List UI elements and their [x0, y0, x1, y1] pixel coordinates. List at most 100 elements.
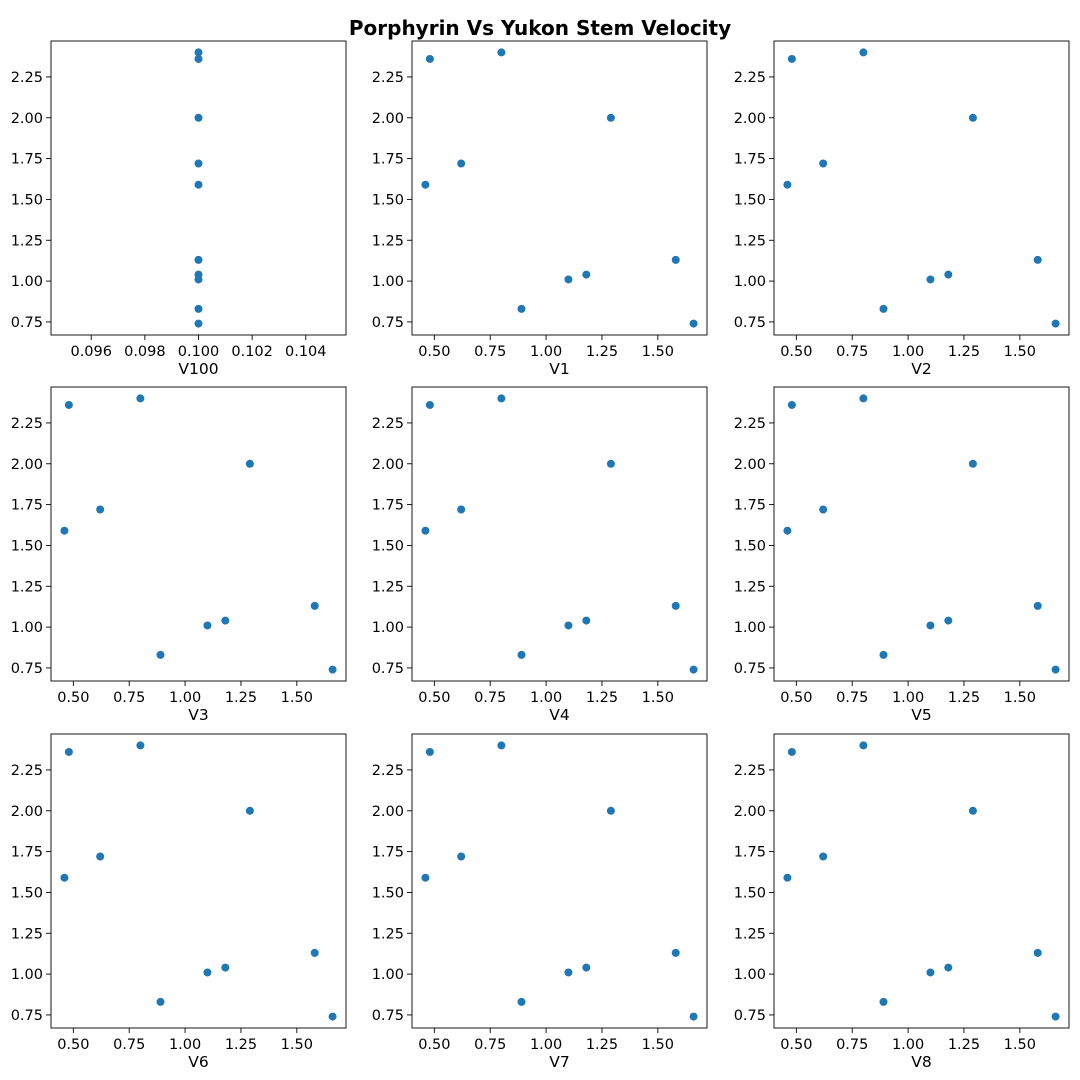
y-tick-label-v8: 1.75: [734, 845, 766, 861]
data-point-v4: [421, 526, 430, 535]
data-point-v3: [136, 394, 145, 403]
data-point-v1: [457, 159, 466, 168]
y-tick-label-v5: 0.75: [734, 661, 766, 677]
y-tick-label-v7: 1.00: [372, 967, 404, 983]
data-point-v100: [194, 48, 203, 57]
y-tick-label-v100: 2.25: [11, 70, 43, 86]
y-tick-label-v8: 2.00: [734, 804, 766, 820]
plot-frame-v2: [773, 40, 1070, 336]
x-tick-label-v3: 1.50: [281, 690, 313, 706]
data-point-v5: [859, 394, 868, 403]
data-point-v7: [497, 741, 506, 750]
data-point-v8: [968, 806, 977, 815]
data-point-v2: [879, 304, 888, 313]
x-tick-label-v5: 1.50: [1004, 690, 1036, 706]
data-point-v6: [221, 963, 230, 972]
data-point-v2: [1051, 319, 1060, 328]
data-point-v2: [859, 48, 868, 57]
x-tick-label-v4: 0.50: [418, 690, 450, 706]
y-tick-label-v100: 1.75: [11, 152, 43, 168]
data-point-v2: [787, 54, 796, 63]
x-tick-label-v100: 0.100: [178, 344, 220, 360]
data-point-v4: [689, 665, 698, 674]
data-point-v2: [819, 159, 828, 168]
data-point-v7: [606, 806, 615, 815]
x-tick-label-v7: 1.50: [642, 1037, 674, 1053]
data-point-v100: [194, 319, 203, 328]
data-point-v5: [783, 526, 792, 535]
y-tick-label-v5: 1.75: [734, 498, 766, 514]
data-point-v3: [245, 459, 254, 468]
y-tick-label-v3: 2.00: [11, 457, 43, 473]
data-point-v4: [517, 650, 526, 659]
x-tick-label-v2: 0.75: [836, 344, 868, 360]
y-tick-label-v3: 0.75: [11, 661, 43, 677]
x-tick-label-v7: 1.25: [586, 1037, 618, 1053]
x-tick-label-v3: 1.00: [169, 690, 201, 706]
data-point-v5: [968, 459, 977, 468]
y-tick-label-v6: 1.25: [11, 926, 43, 942]
x-tick-label-v2: 0.50: [780, 344, 812, 360]
data-point-v8: [926, 968, 935, 977]
data-point-v7: [564, 968, 573, 977]
y-tick-label-v4: 2.25: [372, 416, 404, 432]
plot-frame-v1: [411, 40, 708, 336]
data-point-v3: [156, 650, 165, 659]
data-point-v100: [194, 113, 203, 122]
data-point-v4: [457, 505, 466, 514]
data-point-v6: [203, 968, 212, 977]
data-point-v1: [564, 275, 573, 284]
y-tick-label-v7: 0.75: [372, 1008, 404, 1024]
x-axis-label-v4: V4: [549, 706, 569, 724]
x-tick-label-v5: 1.25: [948, 690, 980, 706]
y-tick-label-v8: 1.25: [734, 926, 766, 942]
y-tick-label-v100: 2.00: [11, 111, 43, 127]
x-tick-label-v100: 0.104: [285, 344, 327, 360]
y-tick-label-v7: 1.75: [372, 845, 404, 861]
data-point-v5: [1033, 601, 1042, 610]
figure-title: Porphyrin Vs Yukon Stem Velocity: [348, 16, 732, 40]
y-tick-label-v1: 1.50: [372, 192, 404, 208]
x-tick-label-v4: 0.75: [474, 690, 506, 706]
y-tick-label-v2: 1.50: [734, 192, 766, 208]
x-tick-label-v8: 1.50: [1004, 1037, 1036, 1053]
y-tick-label-v1: 1.25: [372, 233, 404, 249]
data-point-v6: [60, 873, 69, 882]
y-tick-label-v7: 1.50: [372, 885, 404, 901]
data-point-v1: [425, 54, 434, 63]
x-tick-label-v7: 0.50: [418, 1037, 450, 1053]
y-tick-label-v5: 1.25: [734, 579, 766, 595]
x-tick-label-v100: 0.102: [231, 344, 273, 360]
y-tick-label-v7: 2.00: [372, 804, 404, 820]
y-tick-label-v6: 2.00: [11, 804, 43, 820]
plot-frame-v7: [411, 733, 708, 1029]
x-tick-label-v2: 1.25: [948, 344, 980, 360]
data-point-v4: [582, 616, 591, 625]
y-tick-label-v2: 2.25: [734, 70, 766, 86]
x-tick-label-v1: 0.50: [418, 344, 450, 360]
x-tick-label-v7: 1.00: [530, 1037, 562, 1053]
plot-frame-v6: [50, 733, 347, 1029]
data-point-v7: [689, 1012, 698, 1021]
y-tick-label-v5: 1.00: [734, 620, 766, 636]
data-point-v1: [497, 48, 506, 57]
data-point-v3: [310, 601, 319, 610]
data-point-v1: [671, 255, 680, 264]
y-tick-label-v2: 1.00: [734, 274, 766, 290]
data-point-v7: [671, 948, 680, 957]
plot-frame-v5: [773, 386, 1070, 682]
data-point-v8: [944, 963, 953, 972]
data-point-v3: [60, 526, 69, 535]
x-tick-label-v100: 0.096: [70, 344, 112, 360]
y-tick-label-v8: 0.75: [734, 1008, 766, 1024]
data-point-v1: [517, 304, 526, 313]
data-point-v100: [194, 159, 203, 168]
x-tick-label-v4: 1.50: [642, 690, 674, 706]
data-point-v100: [194, 54, 203, 63]
data-point-v7: [457, 852, 466, 861]
y-tick-label-v1: 2.25: [372, 70, 404, 86]
x-tick-label-v3: 1.25: [225, 690, 257, 706]
y-tick-label-v6: 1.75: [11, 845, 43, 861]
data-point-v7: [582, 963, 591, 972]
x-tick-label-v8: 0.50: [780, 1037, 812, 1053]
